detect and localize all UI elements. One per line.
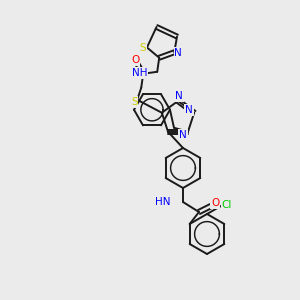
Text: N: N [179, 130, 187, 140]
Text: Cl: Cl [222, 200, 232, 210]
Text: NH: NH [132, 68, 147, 78]
Text: N: N [174, 48, 182, 58]
Text: O: O [131, 55, 139, 65]
Text: N: N [185, 105, 193, 115]
Text: O: O [211, 198, 219, 208]
Text: N: N [175, 91, 183, 101]
Text: HN: HN [155, 197, 171, 207]
Text: S: S [131, 97, 137, 107]
Text: S: S [140, 44, 146, 53]
